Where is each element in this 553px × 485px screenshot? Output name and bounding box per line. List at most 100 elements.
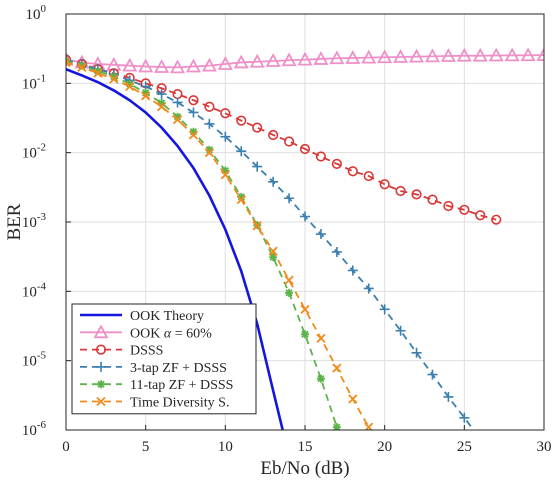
x-tick-label: 0	[62, 439, 70, 455]
y-axis-label: BER	[4, 203, 25, 240]
data-point	[252, 161, 263, 172]
x-axis-ticks: 0 5 10 15 20 25 30	[62, 425, 552, 455]
data-point	[172, 97, 183, 108]
data-point	[172, 88, 183, 100]
series-line	[66, 54, 544, 69]
data-point	[427, 194, 438, 205]
data-point	[138, 58, 154, 73]
data-point	[236, 146, 247, 157]
data-point	[185, 58, 201, 73]
data-point	[268, 176, 279, 187]
y-tick-label: 10-3	[22, 211, 47, 231]
y-tick-exponent: -2	[37, 142, 46, 154]
data-point	[456, 47, 472, 62]
data-point	[347, 265, 358, 276]
x-tick-label: 15	[298, 439, 313, 455]
data-point	[472, 47, 488, 62]
y-tick-exponent: -3	[37, 211, 47, 223]
data-point	[156, 102, 167, 112]
legend-label-prefix: OOK	[130, 326, 164, 341]
y-tick-exponent: 0	[41, 3, 47, 15]
data-point	[315, 151, 327, 162]
data-point	[281, 52, 297, 67]
data-point	[157, 99, 166, 108]
series-11-tap-zf-dsss	[66, 56, 341, 430]
data-point	[491, 214, 502, 225]
data-point	[236, 115, 247, 126]
data-point	[315, 229, 326, 240]
data-point	[221, 166, 230, 175]
legend-swatch-marker	[97, 380, 105, 389]
data-point	[201, 57, 217, 72]
legend-label: 3-tap ZF + DSSS	[130, 361, 227, 376]
series-line	[66, 58, 497, 221]
legend-label: OOK α = 60%	[130, 326, 212, 341]
data-point	[332, 423, 341, 430]
legend-box	[71, 303, 257, 415]
data-point	[188, 130, 199, 140]
legend-swatch-marker	[96, 361, 106, 372]
data-point	[220, 131, 231, 142]
data-point	[204, 101, 215, 112]
data-point	[268, 246, 278, 256]
data-point	[393, 49, 409, 63]
data-point	[316, 333, 326, 343]
data-point	[77, 61, 86, 70]
data-point	[125, 81, 135, 92]
y-tick-label: 10-2	[22, 142, 46, 162]
data-point	[173, 112, 182, 121]
data-point	[141, 88, 150, 97]
data-point	[427, 369, 438, 380]
data-point	[170, 59, 186, 74]
data-point	[331, 246, 342, 257]
data-point	[268, 129, 279, 141]
x-tick-label: 30	[537, 439, 552, 455]
data-point	[66, 57, 71, 68]
data-point	[379, 304, 390, 315]
data-point	[504, 47, 520, 62]
data-point	[265, 53, 281, 67]
data-point	[395, 325, 406, 336]
legend-swatch-marker	[93, 324, 109, 339]
plot-area	[66, 47, 544, 444]
y-tick-label: 10-4	[22, 280, 47, 300]
data-point	[189, 127, 198, 136]
legend-item: 3-tap ZF + DSSS	[80, 361, 227, 376]
y-tick-base: 10	[22, 76, 37, 92]
data-point	[379, 179, 390, 190]
data-point	[331, 158, 342, 169]
data-point	[459, 412, 470, 423]
data-point	[363, 170, 374, 182]
y-tick-exponent: -6	[37, 419, 47, 431]
data-point	[236, 195, 246, 205]
y-tick-label: 10-1	[22, 72, 46, 92]
data-point	[284, 275, 294, 285]
x-tick-label: 20	[377, 439, 392, 455]
data-point	[316, 374, 325, 383]
data-point	[301, 330, 309, 339]
data-point	[377, 49, 393, 64]
data-point	[361, 49, 377, 64]
data-point	[475, 434, 485, 444]
x-tick-label: 10	[218, 439, 233, 455]
data-point	[141, 91, 151, 101]
legend-label: 11-tap ZF + DSSS	[130, 378, 233, 393]
data-point	[348, 394, 358, 404]
data-point	[329, 50, 345, 65]
y-tick-base: 10	[22, 354, 37, 370]
data-point	[269, 253, 278, 262]
data-point	[300, 304, 310, 314]
data-point	[283, 136, 295, 147]
legend-label: Time Diversity S.	[130, 396, 229, 411]
data-point	[154, 59, 170, 73]
series-time-diversity-s	[66, 57, 374, 430]
legend-item: DSSS	[80, 344, 163, 359]
data-point	[440, 48, 456, 62]
legend-item: Time Diversity S.	[80, 396, 229, 411]
series-line	[66, 60, 338, 428]
data-point	[536, 47, 544, 62]
y-tick-exponent: -5	[37, 350, 47, 362]
data-point	[204, 148, 215, 158]
data-point	[220, 170, 230, 180]
